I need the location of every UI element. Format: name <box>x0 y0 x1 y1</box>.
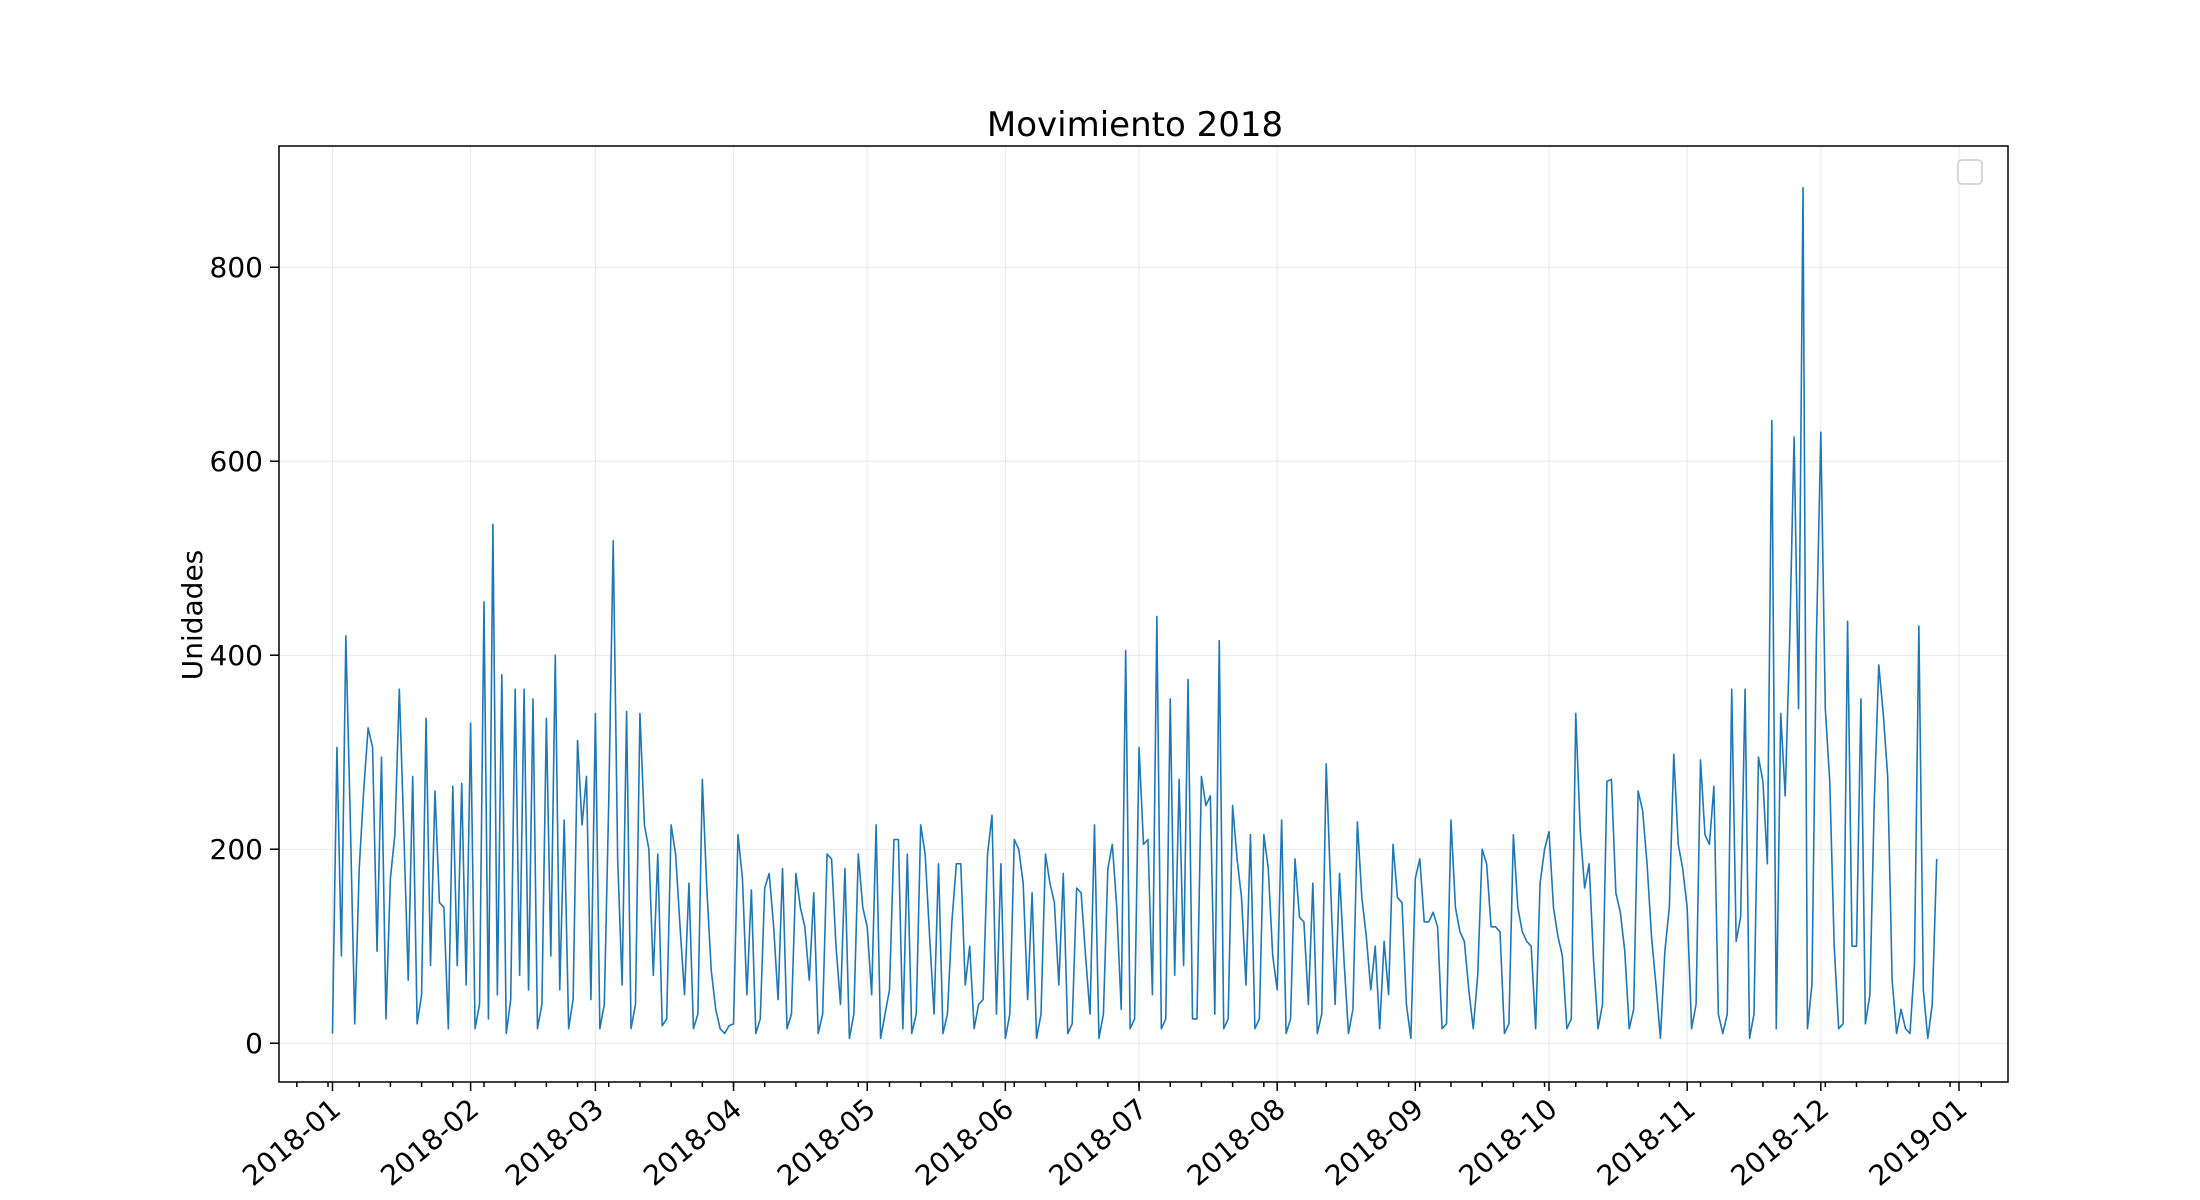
y-tick-label: 600 <box>210 445 263 478</box>
legend-box <box>1957 159 1983 185</box>
x-tick-label: 2018-09 <box>1319 1092 1430 1192</box>
series-layer <box>331 186 1938 1040</box>
chart-title: Movimiento 2018 <box>987 105 1283 145</box>
x-tick-label: 2018-12 <box>1725 1092 1836 1192</box>
x-tick-label: 2018-03 <box>499 1092 610 1192</box>
x-tick-label: 2018-02 <box>374 1092 485 1192</box>
y-axis-ticks: 0 200 400 600 800 <box>210 251 279 1060</box>
y-tick-label: 400 <box>210 639 263 672</box>
plot-frame <box>278 145 2009 1083</box>
x-tick-label: 2018-08 <box>1181 1092 1292 1192</box>
y-tick-label: 200 <box>210 833 263 866</box>
x-tick-label: 2018-01 <box>236 1092 347 1192</box>
x-tick-label: 2019-01 <box>1863 1092 1974 1192</box>
series-line-0 <box>331 186 1938 1040</box>
y-tick-label: 0 <box>245 1027 263 1060</box>
x-axis-ticks: 2018-01 2018-02 2018-03 2018-04 2018-05 2018-… <box>236 1082 1983 1193</box>
x-tick-label: 2018-10 <box>1453 1092 1564 1192</box>
x-gridlines <box>331 146 1960 1082</box>
x-tick-label: 2018-07 <box>1043 1092 1154 1192</box>
y-gridlines <box>279 266 2008 1044</box>
y-tick-label: 800 <box>210 251 263 284</box>
y-axis-label: Unidades <box>176 550 209 681</box>
x-tick-label: 2018-11 <box>1591 1092 1702 1192</box>
x-tick-label: 2018-05 <box>771 1092 882 1192</box>
x-tick-label: 2018-06 <box>909 1092 1020 1192</box>
x-tick-label: 2018-04 <box>637 1092 748 1192</box>
